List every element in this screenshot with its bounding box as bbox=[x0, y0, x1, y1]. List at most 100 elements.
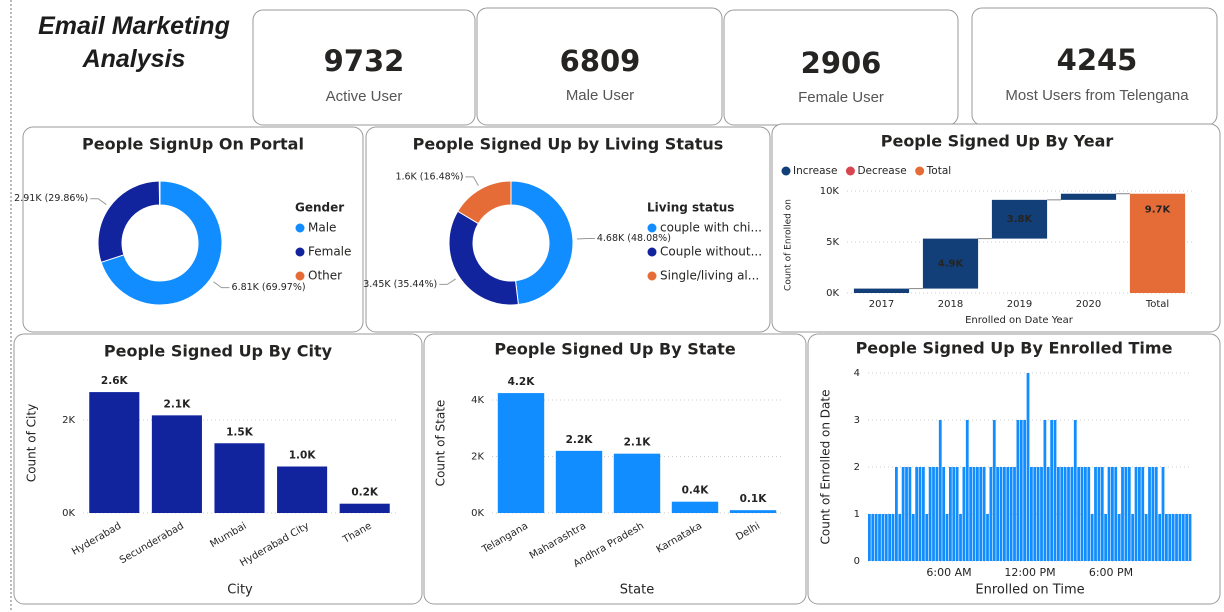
donut-slice bbox=[457, 180, 512, 225]
bar bbox=[935, 467, 939, 561]
leader-line bbox=[213, 281, 230, 289]
legend-label: Single/living al... bbox=[660, 269, 759, 283]
leader-line bbox=[465, 176, 479, 186]
bar bbox=[925, 514, 929, 561]
bar bbox=[1043, 420, 1047, 561]
bar bbox=[1040, 467, 1043, 561]
bar bbox=[1117, 514, 1121, 561]
legend-marker bbox=[845, 166, 855, 176]
bar bbox=[1016, 420, 1020, 561]
bar bbox=[1171, 514, 1175, 561]
y-tick-label: 0K bbox=[62, 508, 75, 519]
bar bbox=[729, 510, 777, 513]
card-value: 6809 bbox=[560, 44, 641, 78]
bar bbox=[1111, 467, 1114, 561]
bar bbox=[1185, 514, 1189, 561]
bar bbox=[881, 514, 885, 561]
bar bbox=[938, 420, 942, 561]
bar bbox=[1036, 467, 1040, 561]
y-axis-title: Count of Enrolled on Date bbox=[819, 390, 833, 545]
bar bbox=[979, 467, 983, 561]
bar bbox=[1026, 373, 1030, 561]
bar bbox=[1080, 467, 1084, 561]
bar bbox=[1030, 467, 1033, 561]
bar bbox=[1165, 514, 1168, 561]
y-tick-label: 1 bbox=[854, 509, 860, 520]
bar bbox=[1003, 467, 1006, 561]
bar bbox=[908, 467, 912, 561]
bar bbox=[671, 501, 719, 513]
bar bbox=[895, 467, 898, 561]
bar bbox=[949, 467, 952, 561]
data-label: 3.8K bbox=[1007, 214, 1034, 225]
data-label: 4.68K (48.08%) bbox=[597, 233, 671, 244]
bar bbox=[277, 466, 328, 513]
bar bbox=[972, 467, 976, 561]
x-axis-title: Enrolled on Date Year bbox=[965, 315, 1074, 326]
bar bbox=[1070, 467, 1074, 561]
bar bbox=[151, 415, 202, 513]
bar bbox=[1053, 420, 1057, 561]
card-label: Active User bbox=[326, 88, 403, 105]
data-label: 0.4K bbox=[682, 485, 710, 497]
y-tick-label: 3 bbox=[854, 415, 860, 426]
bar bbox=[1144, 514, 1148, 561]
bar bbox=[922, 467, 925, 561]
bar bbox=[932, 467, 935, 561]
legend-label: Couple without... bbox=[660, 245, 762, 259]
bar bbox=[969, 467, 973, 561]
bar bbox=[555, 450, 603, 513]
bar bbox=[1077, 467, 1081, 561]
bar bbox=[982, 467, 986, 561]
bar bbox=[952, 467, 956, 561]
bar bbox=[1107, 467, 1111, 561]
bar bbox=[1154, 467, 1158, 561]
bar bbox=[928, 467, 932, 561]
bar bbox=[214, 443, 265, 513]
legend-marker bbox=[295, 223, 305, 233]
legend-label: couple with chi... bbox=[660, 221, 762, 235]
legend-label: Decrease bbox=[857, 165, 906, 177]
x-axis-title: State bbox=[620, 583, 654, 598]
bar bbox=[888, 514, 892, 561]
bar bbox=[991, 199, 1048, 239]
bar bbox=[1033, 467, 1037, 561]
donut-slice bbox=[510, 180, 574, 306]
card-label: Male User bbox=[566, 87, 634, 104]
y-tick-label: 2K bbox=[62, 415, 75, 426]
x-tick-label: 2020 bbox=[1076, 299, 1101, 310]
legend-marker bbox=[915, 166, 925, 176]
bar bbox=[1178, 514, 1182, 561]
bar bbox=[613, 453, 661, 513]
card-value: 9732 bbox=[324, 44, 405, 78]
bar bbox=[1134, 467, 1138, 561]
bar bbox=[1148, 467, 1151, 561]
data-label: 4.2K bbox=[508, 376, 536, 388]
x-tick-label: 6:00 PM bbox=[1089, 566, 1133, 579]
y-tick-label: 2K bbox=[471, 452, 484, 463]
chart-title: People Signed Up By Enrolled Time bbox=[856, 339, 1173, 358]
bar bbox=[1090, 514, 1094, 561]
bar bbox=[1129, 193, 1186, 293]
data-label: 9.7K bbox=[1145, 205, 1172, 216]
y-tick-label: 0K bbox=[826, 288, 839, 299]
bar bbox=[1063, 467, 1067, 561]
bar bbox=[1013, 467, 1016, 561]
bar bbox=[1046, 467, 1050, 561]
bar bbox=[989, 467, 993, 561]
legend-marker bbox=[295, 247, 305, 257]
legend-label: Female bbox=[308, 245, 351, 259]
data-label: 2.6K bbox=[101, 375, 129, 387]
card-label: Female User bbox=[798, 89, 884, 106]
data-label: 2.91K (29.86%) bbox=[14, 193, 88, 204]
bar bbox=[853, 288, 910, 293]
bar bbox=[1104, 514, 1108, 561]
y-tick-label: 2 bbox=[854, 462, 860, 473]
x-tick-label: 2018 bbox=[938, 299, 963, 310]
legend-label: Increase bbox=[793, 165, 837, 177]
y-tick-label: 0K bbox=[471, 508, 484, 519]
bar bbox=[918, 467, 922, 561]
x-axis-title: City bbox=[227, 583, 253, 598]
bar bbox=[945, 514, 949, 561]
x-tick-label: 2019 bbox=[1007, 299, 1032, 310]
